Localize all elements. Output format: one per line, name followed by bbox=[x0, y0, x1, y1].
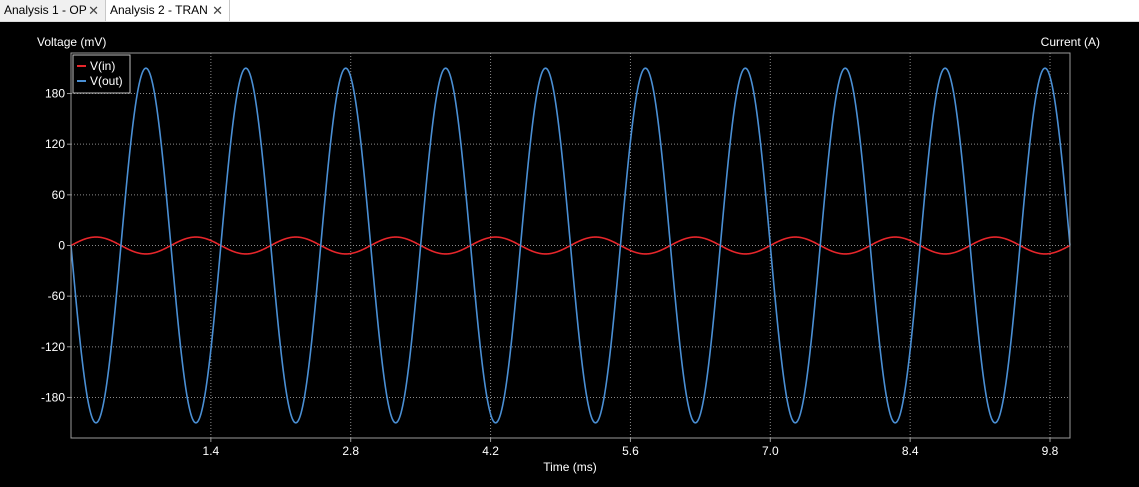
x-tick-label: 2.8 bbox=[342, 444, 359, 458]
legend-label: V(out) bbox=[90, 74, 123, 88]
y-tick-label: 60 bbox=[52, 188, 66, 202]
x-axis-label: Time (ms) bbox=[543, 460, 597, 474]
series-line-v-out bbox=[70, 67, 1071, 424]
tab-analysis-2-tran[interactable]: Analysis 2 - TRAN ✕ bbox=[105, 0, 230, 21]
x-tick-label: 1.4 bbox=[203, 444, 220, 458]
y-tick-label: -60 bbox=[48, 289, 66, 303]
y-axis-label-right: Current (A) bbox=[1041, 35, 1100, 49]
plot-border bbox=[70, 52, 1071, 439]
y-tick-label: -180 bbox=[41, 390, 65, 404]
chart-svg: Voltage (mV) Current (A) Time (ms) 1.4 2.… bbox=[37, 35, 1100, 474]
y-tick-label: -120 bbox=[41, 340, 65, 354]
x-tick-label: 4.2 bbox=[482, 444, 499, 458]
x-tick-label: 9.8 bbox=[1042, 444, 1059, 458]
x-tick-label: 8.4 bbox=[902, 444, 919, 458]
y-tick-label: 0 bbox=[58, 239, 65, 253]
legend: V(in)V(out) bbox=[72, 54, 131, 94]
y-axis-label-left: Voltage (mV) bbox=[37, 35, 106, 49]
tab-bar: Analysis 1 - OP ✕ Analysis 2 - TRAN ✕ bbox=[0, 0, 1139, 22]
series-lines bbox=[70, 67, 1071, 424]
close-icon[interactable]: ✕ bbox=[88, 3, 99, 18]
x-tick-label: 5.6 bbox=[622, 444, 639, 458]
y-tick-label: 120 bbox=[45, 137, 65, 151]
tab-label: Analysis 1 - OP bbox=[4, 3, 87, 17]
legend-label: V(in) bbox=[90, 59, 115, 73]
x-tick-label: 7.0 bbox=[762, 444, 779, 458]
tab-label: Analysis 2 - TRAN bbox=[110, 3, 208, 17]
legend-box bbox=[72, 54, 131, 94]
y-tick-label: 180 bbox=[45, 87, 65, 101]
tick-labels: 1.4 2.8 4.2 5.6 7.0 8.4 9.8 180 120 60 0 -60 -120 -18… bbox=[41, 87, 1059, 458]
close-icon[interactable]: ✕ bbox=[212, 3, 223, 18]
tab-analysis-1-op[interactable]: Analysis 1 - OP ✕ bbox=[0, 0, 105, 21]
waveform-plot: Voltage (mV) Current (A) Time (ms) 1.4 2.… bbox=[0, 22, 1139, 482]
